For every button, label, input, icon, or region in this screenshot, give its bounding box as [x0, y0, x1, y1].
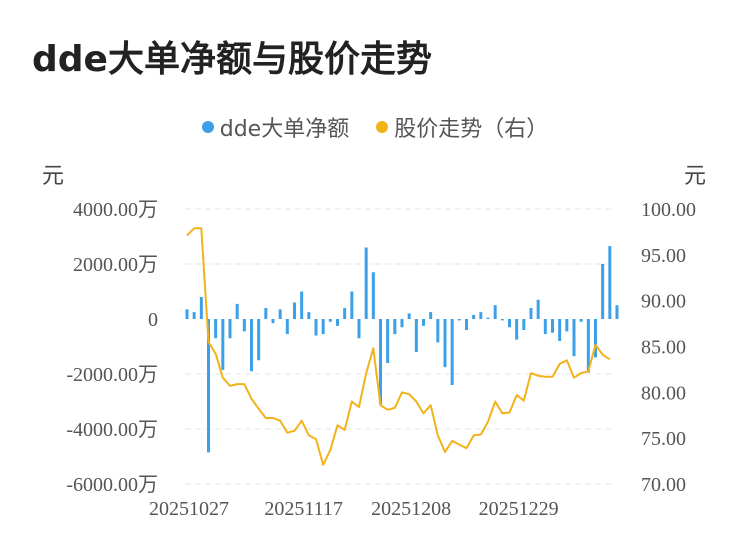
bar: [278, 309, 282, 319]
bar: [235, 303, 239, 319]
legend-item-bar[interactable]: dde大单净额: [201, 111, 350, 143]
bar: [300, 291, 304, 319]
bar: [479, 312, 483, 319]
right-tick-label: 75.00: [641, 428, 686, 450]
price-line: [186, 227, 611, 466]
left-tick-label: -4000.00万: [66, 419, 158, 441]
bar: [307, 312, 311, 319]
bar: [465, 319, 468, 330]
legend-bar-swatch: [201, 121, 214, 133]
bar: [551, 319, 554, 333]
bar: [443, 319, 447, 368]
bar: [393, 319, 397, 335]
bar: [400, 319, 404, 328]
x-tick-label: 20251229: [479, 498, 559, 520]
legend-item-line[interactable]: 股价走势（右）: [376, 111, 548, 143]
right-tick-label: 80.00: [641, 382, 686, 404]
legend-line-label: 股价走势（右）: [394, 117, 549, 142]
bar: [336, 319, 339, 326]
x-tick-label: 20251027: [149, 498, 229, 520]
left-tick-label: -6000.00万: [66, 474, 158, 496]
bar: [486, 317, 490, 319]
bar: [472, 314, 476, 319]
bar: [515, 319, 519, 340]
bar: [508, 319, 511, 328]
bar: [214, 319, 218, 339]
chart-title: dde大单净额与股价走势: [32, 39, 432, 80]
bar: [357, 319, 361, 339]
bar: [250, 319, 253, 372]
bar: [422, 319, 425, 326]
bar: [608, 246, 612, 319]
right-tick-label: 95.00: [641, 245, 686, 267]
bar: [543, 319, 547, 335]
bar: [343, 308, 347, 319]
bar: [407, 313, 411, 319]
bar: [493, 305, 497, 319]
left-axis-unit: 元: [42, 164, 65, 189]
bar: [364, 247, 368, 319]
bar: [586, 319, 590, 373]
left-tick-label: -2000.00万: [66, 364, 158, 386]
x-tick-label: 20251117: [264, 498, 343, 520]
bar: [579, 319, 583, 322]
bar: [293, 302, 296, 319]
bar: [500, 319, 504, 321]
bar: [594, 319, 597, 358]
bar: [314, 319, 318, 336]
bar: [185, 309, 189, 319]
bar: [601, 264, 605, 319]
bar: [221, 319, 225, 370]
bar: [572, 319, 576, 357]
bar: [192, 312, 196, 319]
bar: [207, 319, 210, 453]
bar: [436, 319, 440, 343]
left-tick-label: 4000.00万: [73, 199, 158, 221]
bar: [457, 319, 461, 321]
bar: [450, 319, 454, 385]
x-tick-label: 20251208: [371, 498, 451, 520]
left-tick-label: 2000.00万: [73, 254, 158, 276]
legend: dde大单净额 股价走势（右）: [0, 111, 750, 143]
bar: [285, 319, 289, 335]
bar: [615, 305, 619, 319]
bar: [242, 319, 246, 332]
right-tick-label: 70.00: [641, 474, 686, 496]
bar: [321, 319, 325, 335]
left-tick-label: 0: [148, 309, 158, 331]
right-tick-label: 85.00: [641, 337, 686, 359]
legend-line-swatch: [376, 121, 389, 133]
bar: [199, 297, 203, 319]
bar: [328, 319, 332, 322]
bar: [522, 319, 526, 330]
bar: [558, 319, 562, 341]
right-tick-label: 100.00: [641, 199, 696, 221]
bar: [414, 319, 418, 352]
bar: [350, 291, 354, 319]
bar: [257, 319, 261, 361]
bar: [386, 319, 390, 363]
bar: [529, 308, 533, 319]
right-tick-label: 90.00: [641, 291, 686, 313]
bar: [379, 319, 382, 405]
bar: [536, 299, 540, 319]
bar: [228, 319, 232, 339]
bar: [264, 308, 268, 319]
bar: [429, 312, 433, 319]
bar: [371, 272, 375, 319]
legend-bar-label: dde大单净额: [219, 117, 350, 142]
right-axis-unit: 元: [684, 164, 707, 189]
bar: [565, 319, 569, 332]
bar: [271, 319, 275, 324]
